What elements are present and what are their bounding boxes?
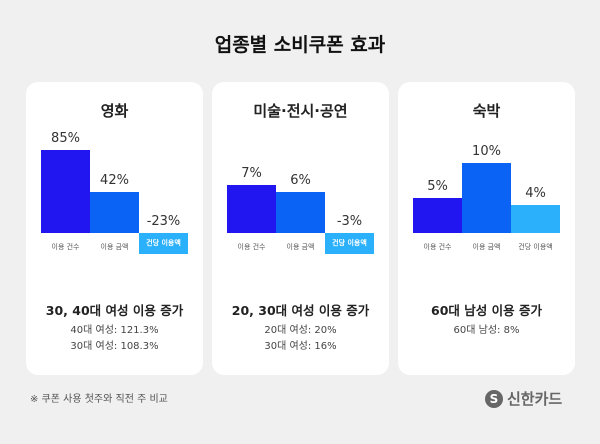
data-label: 6% — [290, 172, 311, 188]
shinhan-card-logo: S 신한카드 — [485, 388, 562, 409]
panel-card: 미술·전시·공연 7% 이용 건수 6% 이용 금액 -3% 건당 이용액 20,… — [212, 82, 389, 375]
bar — [511, 205, 560, 233]
panel-headline: 30, 40대 여성 이용 증가 — [45, 303, 184, 318]
bar-chart: 7% 이용 건수 6% 이용 금액 -3% 건당 이용액 — [227, 122, 374, 254]
panel-detail: 30대 여성: 16% — [264, 341, 337, 352]
bar — [276, 191, 325, 233]
panel-card: 영화 85% 이용 건수 42% 이용 금액 -23% 건당 이용액 30, 40… — [26, 82, 203, 375]
panel-detail: 20대 여성: 20% — [264, 325, 337, 336]
data-label: -3% — [336, 214, 363, 229]
data-label: 10% — [472, 144, 501, 159]
x-tick-label: 이용 금액 — [286, 243, 315, 251]
x-tick-label: 건당 이용액 — [139, 233, 188, 254]
bar — [41, 149, 90, 233]
x-tick-label: 이용 금액 — [100, 243, 129, 251]
panel-detail: 60대 남성: 8% — [453, 325, 520, 336]
panel-detail: 40대 여성: 121.3% — [70, 325, 159, 336]
x-tick-label: 이용 건수 — [51, 243, 80, 251]
bar — [90, 191, 139, 233]
panel-title: 영화 — [100, 102, 129, 120]
data-label: 4% — [525, 186, 546, 201]
footnote: ※ 쿠폰 사용 첫주와 직전 주 비교 — [30, 394, 168, 405]
data-label: 7% — [241, 165, 262, 181]
bar-chart: 5% 이용 건수 10% 이용 금액 4% 건당 이용액 — [413, 122, 560, 251]
logo-icon: S — [485, 389, 503, 408]
panel-headline: 60대 남성 이용 증가 — [431, 303, 542, 318]
bar — [462, 163, 511, 233]
bar — [227, 184, 276, 233]
x-tick-label: 이용 금액 — [472, 243, 501, 251]
data-label: 5% — [427, 179, 448, 194]
x-tick-label: 이용 건수 — [423, 243, 452, 251]
panel-title: 숙박 — [472, 102, 501, 120]
data-label: 42% — [100, 172, 129, 188]
panel-card: 숙박 5% 이용 건수 10% 이용 금액 4% 건당 이용액 60대 남성 이용… — [398, 82, 575, 375]
panel-title: 미술·전시·공연 — [253, 102, 348, 120]
bar-chart: 85% 이용 건수 42% 이용 금액 -23% 건당 이용액 — [41, 122, 188, 254]
panel-headline: 20, 30대 여성 이용 증가 — [231, 303, 370, 318]
data-label: -23% — [146, 214, 181, 229]
bar — [413, 198, 462, 233]
logo-text: 신한카드 — [507, 390, 563, 408]
x-tick-label: 건당 이용액 — [325, 233, 374, 254]
page-title: 업종별 소비쿠폰 효과 — [214, 34, 386, 56]
x-tick-label: 건당 이용액 — [518, 243, 553, 251]
data-label: 85% — [51, 130, 80, 146]
x-tick-label: 이용 건수 — [237, 243, 266, 251]
panel-detail: 30대 여성: 108.3% — [70, 341, 159, 352]
